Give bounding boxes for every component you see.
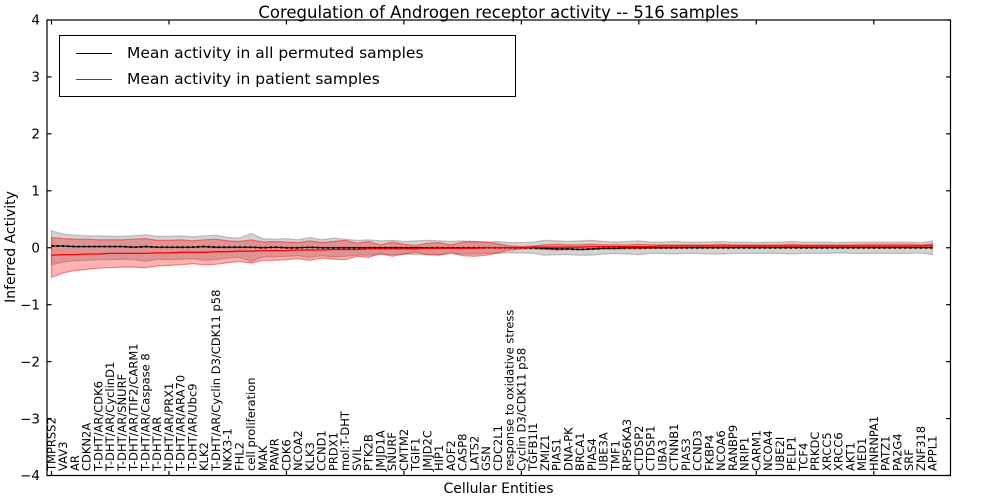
- legend-line-permuted-icon: [76, 52, 112, 54]
- x-tick-label: TCF4: [796, 443, 810, 472]
- x-tick-label: LATS2: [467, 436, 481, 471]
- y-tick-label: −1: [20, 297, 40, 313]
- x-tick-label: PIAS3: [679, 438, 693, 471]
- x-tick-label: CDC2L1: [491, 425, 505, 471]
- x-tick-label: AOF2: [444, 440, 458, 471]
- x-tick-label: NCOA4: [761, 430, 775, 471]
- x-tick-label: T-DHT/AR/SNURF: [115, 374, 129, 472]
- x-tick-label: PRDX1: [326, 432, 340, 471]
- legend-item: Mean activity in patient samples: [60, 70, 515, 88]
- x-tick-label: T-DHT/AR/Ubc9: [186, 383, 200, 472]
- x-tick-label: GSN: [479, 446, 493, 471]
- x-tick-label: RANBP9: [726, 425, 740, 471]
- x-tick-label: SNURF: [385, 432, 399, 471]
- x-tick-label: PELP1: [785, 436, 799, 471]
- x-tick-label: PA2G4: [890, 433, 904, 471]
- x-tick-label: mol:T-DHT: [338, 410, 352, 471]
- x-tick-label: SRF: [902, 449, 916, 471]
- x-tick-label: T-DHT/AR/CyclinD1: [103, 362, 117, 472]
- x-tick-label: NCOA6: [714, 430, 728, 471]
- x-tick-label: MED1: [855, 438, 869, 471]
- y-tick-label: 1: [31, 184, 40, 200]
- legend-label-patient: Mean activity in patient samples: [127, 70, 380, 88]
- x-tick-label: CMTM2: [397, 429, 411, 471]
- x-tick-label: CTNNB1: [667, 424, 681, 471]
- x-tick-label: CASP8: [456, 434, 470, 471]
- legend-label-permuted: Mean activity in all permuted samples: [127, 44, 424, 62]
- y-tick-label: 3: [31, 70, 40, 86]
- x-tick-label: NRIP1: [738, 437, 752, 471]
- x-tick-label: T-DHT/AR/Caspase 8: [139, 353, 153, 472]
- x-tick-label: T-DHT/AR/TIF2/CARM1: [127, 343, 141, 472]
- x-tick-label: Cyclin D3/CDK11 p58: [514, 348, 528, 471]
- y-tick-label: 0: [31, 240, 40, 256]
- x-tick-label: XRCC6: [832, 432, 846, 471]
- x-tick-label: JMJD2C: [420, 430, 434, 472]
- y-axis-label: Inferred Activity: [3, 191, 19, 303]
- x-tick-label: NKX3-1: [221, 428, 235, 471]
- x-tick-label: CTDSP1: [644, 426, 658, 471]
- x-tick-label: KLK3: [303, 442, 317, 471]
- x-tick-label: BRCA1: [573, 432, 587, 471]
- x-tick-label: TMF1: [608, 440, 622, 472]
- line-permuted-mean-markers: [51, 245, 933, 251]
- x-tick-label: cell proliferation: [244, 377, 258, 471]
- x-tick-label: CCND1: [315, 430, 329, 471]
- x-tick-label: UBE3A: [597, 432, 611, 471]
- x-tick-label: AKT1: [843, 442, 857, 471]
- x-tick-label: PATZ1: [879, 436, 893, 471]
- x-tick-label: T-DHT/AR/Cyclin D3/CDK11 p58: [209, 290, 223, 472]
- x-tick-label: CDKN2A: [80, 423, 94, 471]
- x-tick-label: ZMIZ1: [538, 435, 552, 471]
- x-tick-label: PIAS4: [585, 438, 599, 471]
- x-tick-label: TMPRSS2: [45, 417, 59, 472]
- x-tick-label: HIP1: [432, 445, 446, 471]
- x-tick-label: KLK2: [197, 442, 211, 471]
- y-tick-label: 4: [31, 13, 40, 29]
- y-tick-label: −4: [20, 468, 40, 484]
- x-tick-label: XRCC5: [820, 432, 834, 471]
- x-tick-label: TGIF1: [409, 438, 423, 472]
- x-tick-label: AR: [68, 455, 82, 471]
- x-tick-label: MAK: [256, 445, 270, 471]
- x-tick-label: APPL1: [926, 436, 940, 471]
- x-tick-label: UBE2I: [773, 437, 787, 471]
- x-tick-label: PAWR: [268, 438, 282, 471]
- line-patient-mean: [51, 244, 933, 256]
- legend: Mean activity in all permuted samples Me…: [59, 35, 516, 97]
- x-tick-label: FKBP4: [702, 435, 716, 471]
- y-tick-label: −2: [20, 354, 40, 370]
- y-tick-label: −3: [20, 411, 40, 427]
- x-tick-label: VAV3: [56, 442, 70, 471]
- x-tick-label: CARM1: [749, 430, 763, 471]
- y-tick-label: 2: [31, 127, 40, 143]
- x-tick-label: UBA3: [655, 440, 669, 472]
- x-tick-label: T-DHT/AR/ARA70: [174, 375, 188, 472]
- x-tick-label: TGFB1I1: [526, 423, 540, 472]
- x-tick-label: response to oxidative stress: [503, 310, 517, 471]
- x-tick-label: NCOA2: [291, 430, 305, 471]
- x-tick-label: CTDSP2: [632, 426, 646, 471]
- legend-item: Mean activity in all permuted samples: [60, 44, 515, 62]
- x-tick-label: T-DHT/AR/PRX1: [162, 383, 176, 472]
- x-tick-label: JMJD1A: [373, 430, 387, 472]
- x-axis-label: Cellular Entities: [443, 481, 554, 497]
- x-tick-label: CCND3: [691, 430, 705, 471]
- chart-title: Coregulation of Androgen receptor activi…: [258, 3, 739, 22]
- x-tick-label: ZNF318: [914, 426, 928, 471]
- x-tick-label: T-DHT/AR/CDK6: [92, 381, 106, 472]
- x-tick-label: RPS6KA3: [620, 419, 634, 471]
- x-tick-label: HNRNPA1: [867, 416, 881, 471]
- x-tick-label: SVIL: [350, 445, 364, 471]
- x-tick-label: T-DHT/AR: [150, 417, 164, 472]
- legend-line-patient-icon: [76, 78, 112, 80]
- x-tick-label: DNA-PK: [561, 427, 575, 471]
- x-tick-label: PRKDC: [808, 432, 822, 471]
- x-tick-label: CDK6: [279, 439, 293, 471]
- x-tick-label: PIAS1: [550, 438, 564, 471]
- x-tick-label: PTK2B: [362, 434, 376, 471]
- x-tick-label: FHL2: [232, 442, 246, 471]
